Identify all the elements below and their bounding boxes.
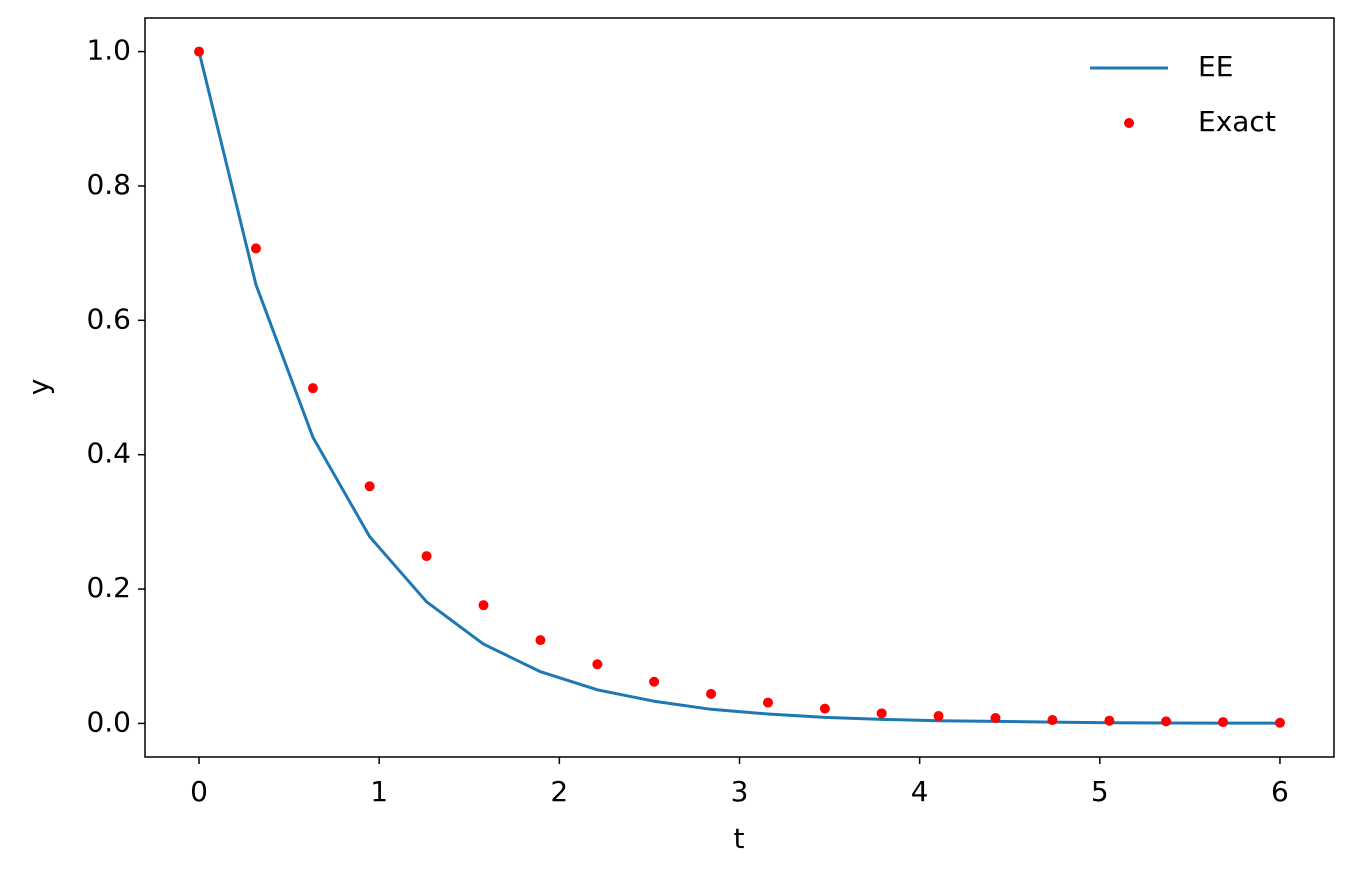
point [535,635,546,646]
y-tick-label: 0.4 [86,437,131,470]
point [649,676,660,687]
point [1274,717,1285,728]
legend-label: Exact [1198,105,1276,138]
point [364,481,375,492]
point [478,600,489,611]
y-tick-label: 0.6 [86,302,131,335]
y-tick-label: 0.8 [86,168,131,201]
legend-swatch [1124,118,1134,128]
point [1218,717,1229,728]
point [1161,716,1172,727]
point [194,46,205,57]
point [706,688,717,699]
x-tick-label: 2 [550,775,568,808]
point [1047,715,1058,726]
x-tick-label: 0 [190,775,208,808]
point [990,713,1001,724]
point [819,703,830,714]
point [421,551,432,562]
y-tick-label: 1.0 [86,34,131,67]
point [592,659,603,670]
y-tick-label: 0.0 [86,705,131,738]
y-tick-label: 0.2 [86,571,131,604]
line-series [197,51,1280,725]
y-axis-label: y [22,379,55,396]
point [876,708,887,719]
point [250,243,261,254]
plot-frame [144,17,1335,758]
point [307,383,318,394]
x-tick-label: 6 [1271,775,1289,808]
x-tick-label: 5 [1091,775,1109,808]
x-tick-label: 4 [911,775,929,808]
x-axis-label: t [734,822,745,855]
x-tick-label: 3 [731,775,749,808]
point [1104,715,1115,726]
point [762,697,773,708]
legend-label: EE [1198,50,1233,83]
point [933,711,944,722]
x-tick-label: 1 [370,775,388,808]
